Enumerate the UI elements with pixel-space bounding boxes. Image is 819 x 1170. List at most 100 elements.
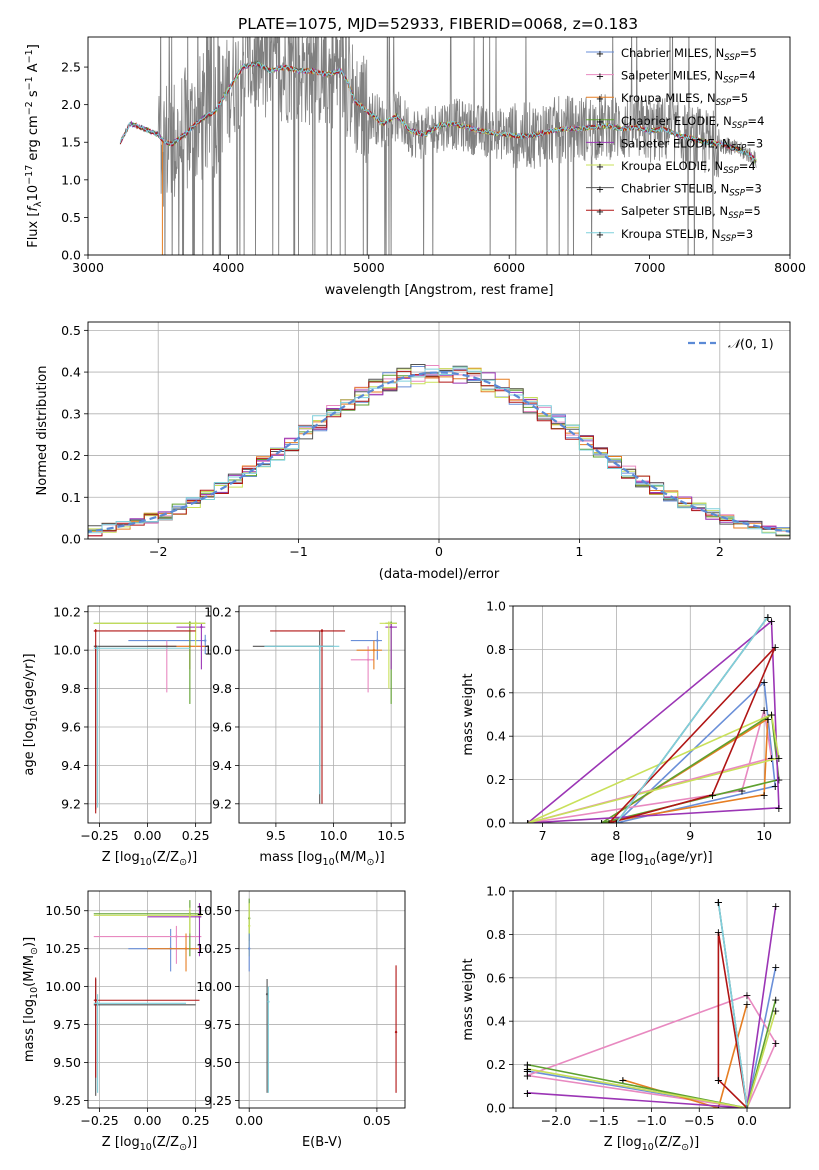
label-part: ⊙ [681, 1142, 689, 1153]
legend-marker: + [596, 94, 604, 105]
legend-equals: = [746, 136, 756, 150]
y-tick-label: 9.25 [53, 1093, 81, 1108]
legend-n-subscript: SSP [731, 143, 747, 153]
label-part: )] [689, 1135, 699, 1150]
x-tick-label: 0.0 [737, 1113, 757, 1128]
label-part: (Z/Z [152, 850, 179, 865]
x-tick-label: 0.25 [182, 828, 210, 843]
y-axis-label: mass weight [461, 673, 476, 755]
data-point [248, 924, 251, 928]
legend-model-name: Salpeter STELIB [621, 204, 712, 218]
label-part: ⊙ [179, 857, 187, 868]
label-part: )] [22, 937, 37, 947]
label-part: Z [log [604, 1135, 642, 1150]
y-tick-label: 0.2 [486, 772, 506, 787]
y-tick-label: 9.75 [204, 1017, 232, 1032]
data-point [175, 935, 178, 938]
legend-n-prefix: , N [712, 204, 728, 218]
x-tick-label: 9.5 [266, 828, 286, 843]
x-tick-label: −0.25 [80, 828, 118, 843]
y-tick-label: 0.0 [61, 532, 81, 547]
x-axis-label: mass [log10(M/M⊙)] [259, 850, 384, 868]
mass-weight-point-marker: + [760, 676, 769, 689]
mass-weight-point-marker: + [523, 1063, 532, 1076]
legend-equals: = [740, 46, 750, 60]
legend-equals: = [745, 182, 755, 196]
legend-n-subscript: SSP [729, 189, 745, 199]
y-tick-label: 9.8 [212, 681, 232, 696]
mass-weight-point-marker: + [763, 713, 772, 726]
legend-n-prefix: , N [705, 227, 721, 241]
y-tick-label: 9.50 [204, 1055, 232, 1070]
y-tick-label: 0.3 [61, 406, 81, 421]
legend-nssp: 4 [748, 69, 755, 83]
normal-distribution-curve [88, 371, 790, 533]
mass-weight-point-marker: + [523, 1065, 532, 1078]
x-tick-label: −1.5 [589, 1113, 619, 1128]
data-point [372, 648, 376, 652]
x-tick-label: 0.00 [235, 1113, 263, 1128]
legend-n-prefix: , N [713, 182, 729, 196]
mass-weight-point-marker: + [612, 817, 621, 830]
label-part: (M/M [22, 955, 37, 987]
label-part: (age/yr)] [656, 850, 713, 865]
x-tick-label: 3000 [72, 260, 104, 275]
legend-model-name: Chabrier ELODIE [621, 114, 716, 128]
label-part: −1 [24, 49, 35, 63]
legend-marker: + [596, 207, 604, 218]
y-tick-label: 10.50 [196, 903, 232, 918]
y-tick-label: 2.0 [61, 97, 81, 112]
label-part: 10 [29, 987, 40, 999]
x-tick-label: 8 [612, 828, 620, 843]
y-tick-label: 1.0 [486, 884, 506, 899]
label-part: 10 [644, 857, 656, 868]
data-point [318, 645, 321, 648]
legend-label: Kroupa MILES, NSSP=5 [621, 91, 748, 108]
mass-weight-point-marker: + [612, 817, 621, 830]
y-tick-label: 9.25 [204, 1093, 232, 1108]
y-tick-label: 9.2 [61, 796, 81, 811]
mass-weight-point-marker: + [742, 998, 751, 1011]
y-tick-label: 9.4 [212, 758, 232, 773]
mass-weight-point-marker: + [737, 784, 746, 797]
label-part: (age/yr)] [22, 653, 37, 710]
mass-weight-point-marker: + [774, 774, 783, 787]
mass-weight-point-marker: + [708, 789, 717, 802]
plot-area [88, 364, 790, 538]
x-tick-label: 8000 [774, 260, 806, 275]
legend-label: Chabrier ELODIE, NSSP=4 [621, 114, 764, 131]
x-tick-label: 0.05 [363, 1113, 391, 1128]
plot-area [248, 898, 398, 1093]
legend-n-prefix: , N [716, 114, 732, 128]
data-point [194, 622, 197, 625]
mass-weight-point-marker: + [742, 989, 751, 1002]
y-tick-label: 0.4 [486, 1014, 506, 1029]
data-point [94, 629, 97, 633]
mass-weight-series-line [717, 932, 748, 1108]
x-axis-label: Z [log10(Z/Z⊙)] [102, 850, 197, 868]
y-tick-label: 10.2 [53, 604, 81, 619]
label-part: s [26, 90, 41, 101]
legend-model-name: Kroupa ELODIE [621, 159, 707, 173]
x-tick-label: 5000 [353, 260, 385, 275]
y-tick-label: 9.50 [53, 1055, 81, 1070]
legend-equals: = [736, 227, 746, 241]
mass-weight-point-marker: + [523, 817, 532, 830]
legend-nssp: 5 [753, 204, 760, 218]
mass-weight-series-line [622, 1003, 748, 1108]
mass-weight-point-marker: + [523, 1087, 532, 1100]
x-tick-label: 9 [686, 828, 694, 843]
y-tick-label: 0.0 [486, 1101, 506, 1116]
y-tick-label: 9.75 [53, 1017, 81, 1032]
x-axis-label: E(B-V) [302, 1135, 342, 1150]
legend-model-name: Kroupa MILES [621, 91, 700, 105]
mass-weight-point-marker: + [523, 817, 532, 830]
legend-nssp: 5 [741, 91, 748, 105]
x-axis-label: Z [log10(Z/Z⊙)] [102, 1135, 197, 1153]
data-point [320, 629, 324, 633]
y-tick-label: 1.5 [61, 135, 81, 150]
label-part: )] [375, 850, 385, 865]
mass-weight-point-marker: + [523, 1087, 532, 1100]
mass-weight-point-marker: + [604, 817, 613, 830]
label-part: −2 [24, 101, 35, 115]
